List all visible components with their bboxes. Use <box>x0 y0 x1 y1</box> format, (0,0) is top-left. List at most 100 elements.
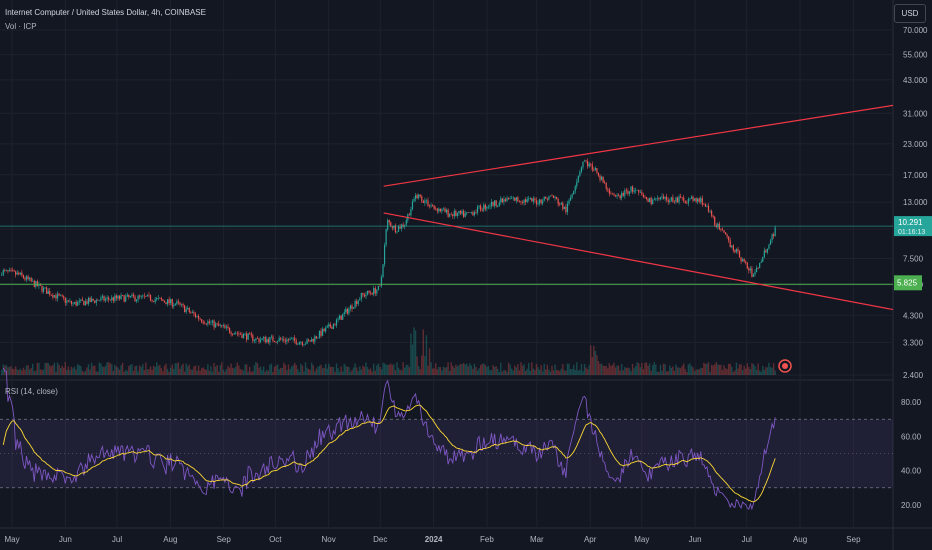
candle <box>726 233 728 239</box>
volume-bar <box>242 370 245 375</box>
candle <box>270 334 273 340</box>
volume-bar <box>252 371 254 375</box>
volume-bar <box>430 362 432 375</box>
volume-bar <box>540 365 542 375</box>
candle <box>156 296 158 302</box>
candle-body <box>484 204 486 209</box>
candle <box>600 175 603 181</box>
volume-bar <box>126 370 128 375</box>
candle-body <box>740 257 742 262</box>
volume-bar <box>219 365 221 375</box>
candle <box>111 295 113 303</box>
volume-bar <box>250 371 252 375</box>
volume-bar <box>264 371 266 375</box>
candle-body <box>382 264 384 277</box>
candle <box>64 297 66 306</box>
candle <box>676 196 679 203</box>
volume-bar <box>732 371 735 375</box>
candle <box>562 201 564 212</box>
candle-body <box>661 196 663 198</box>
candle-body <box>95 299 97 303</box>
rsi-legend[interactable]: RSI (14, close) <box>5 387 58 396</box>
candle-body <box>580 167 583 172</box>
candle-body <box>10 269 12 271</box>
candle <box>571 193 573 200</box>
volume-bar <box>363 366 366 375</box>
volume-bar <box>386 364 389 375</box>
candle-body <box>587 161 589 167</box>
candle-body <box>476 206 479 213</box>
volume-bar <box>588 364 590 375</box>
volume-bar <box>13 369 15 375</box>
candle <box>436 208 438 214</box>
candle-body <box>117 295 119 299</box>
volume-bar <box>332 367 335 375</box>
candle <box>137 294 139 303</box>
candle-body <box>253 340 255 341</box>
volume-bar <box>433 368 435 375</box>
candle-body <box>97 299 99 301</box>
candle-body <box>438 208 440 212</box>
candle-body <box>405 220 407 225</box>
volume-bar <box>244 364 246 375</box>
candle <box>517 195 519 203</box>
candle <box>157 294 159 301</box>
candle <box>528 195 530 202</box>
volume-bar <box>98 362 101 375</box>
candle <box>724 231 727 235</box>
candle <box>259 336 262 344</box>
candle <box>314 334 316 345</box>
candle <box>73 301 76 305</box>
candle <box>459 209 462 215</box>
candle <box>91 295 93 303</box>
symbol-title[interactable]: Internet Computer / United States Dollar… <box>5 8 206 17</box>
volume-bar <box>628 368 631 375</box>
candle-body <box>297 344 299 345</box>
volume-bar <box>414 330 417 375</box>
volume-bar <box>301 365 304 375</box>
candle-body <box>58 293 60 296</box>
volume-bar <box>129 364 132 375</box>
candle <box>498 200 500 207</box>
candle <box>680 193 682 199</box>
volume-bar <box>321 368 324 375</box>
volume-bar <box>709 371 711 375</box>
candle-body <box>461 211 463 214</box>
candle-body <box>345 308 347 313</box>
candle <box>662 193 665 200</box>
candle <box>698 197 700 204</box>
volume-bar <box>710 364 713 375</box>
volume-bar <box>70 366 73 375</box>
candle <box>755 265 758 273</box>
price-tick-label: 7.500 <box>903 254 924 263</box>
candle-body <box>494 200 496 206</box>
candle-body <box>185 309 187 312</box>
candle <box>729 237 731 248</box>
volume-bar <box>695 369 697 375</box>
candle-body <box>207 321 209 325</box>
candle <box>266 336 268 344</box>
volume-bar <box>523 364 525 375</box>
candle <box>204 320 206 325</box>
candle <box>487 204 490 209</box>
volume-bar <box>67 366 70 375</box>
volume-legend[interactable]: Vol · ICP <box>5 22 37 31</box>
volume-bar <box>25 365 28 375</box>
candle-body <box>486 207 488 209</box>
candle <box>16 270 18 275</box>
candle-body <box>287 339 290 341</box>
volume-bar <box>754 365 756 375</box>
candle <box>230 330 232 337</box>
candle <box>414 192 417 202</box>
candle-body <box>363 294 366 297</box>
currency-button[interactable]: USD <box>894 4 926 23</box>
volume-bar <box>76 364 79 375</box>
candle-body <box>7 270 9 272</box>
volume-bar <box>106 362 108 375</box>
volume-bar <box>741 370 744 375</box>
volume-bar <box>69 370 71 375</box>
trendlines[interactable] <box>0 104 894 311</box>
candle-body <box>387 220 389 230</box>
candle <box>326 324 328 328</box>
